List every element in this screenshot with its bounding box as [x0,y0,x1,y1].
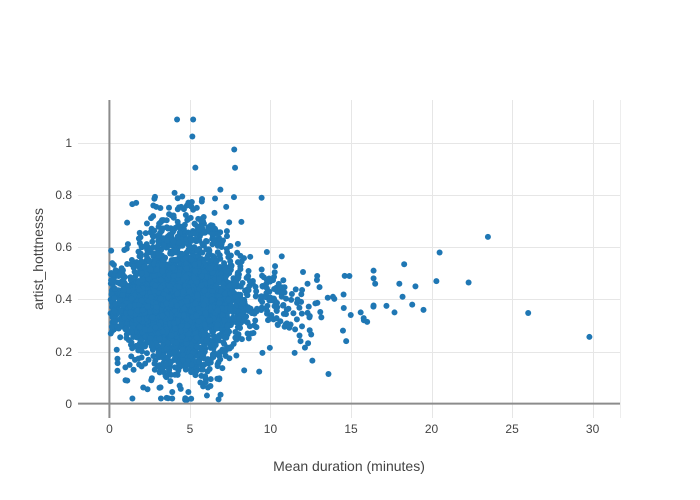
scatter-plot-canvas[interactable] [0,0,700,500]
scatter-figure: 0 5 10 15 20 25 30 0 0.2 0.4 0.6 0.8 1 M… [0,0,700,500]
